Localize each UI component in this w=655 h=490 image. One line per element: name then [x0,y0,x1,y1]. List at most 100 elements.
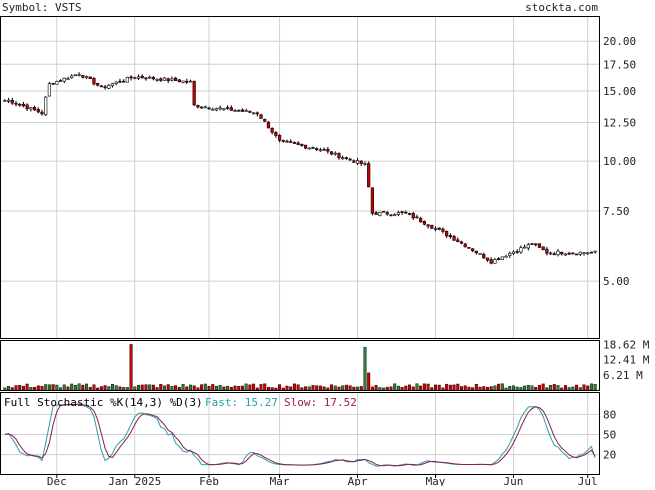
candle-body [162,77,167,81]
volume-bar [378,387,382,391]
volume-bar [452,384,456,391]
candle-body [456,239,460,243]
volume-bar [292,383,296,391]
candle-body [226,107,230,109]
volume-bar [396,385,400,391]
candle-body [237,109,241,112]
candle-body [545,248,549,254]
volume-bar [88,387,92,391]
candle-body [292,142,297,144]
site-watermark[interactable]: stockta.com [525,1,598,14]
candle-body [229,107,233,111]
candle-body [430,224,434,229]
candle-body [266,121,271,129]
volume-bar [430,387,434,391]
candle-body [523,246,527,249]
volume-bar [593,383,597,391]
volume-bar [482,386,486,391]
candle-body [567,252,571,255]
candle-body [578,251,582,255]
volume-bar [437,384,441,391]
candle-body [422,220,426,225]
candle-body [404,211,408,214]
volume-bar [534,387,538,391]
volume-bar [10,387,14,391]
volume-bar [382,387,386,391]
volume-bar [333,385,337,391]
volume-bar [270,387,274,391]
volume-bars [3,344,597,391]
volume-bar [192,385,196,391]
volume-bar [218,385,222,391]
volume-bar [166,384,170,391]
volume-bar [252,383,256,391]
candle-body [81,75,85,78]
volume-bar [207,386,211,391]
volume-bar [504,387,508,391]
candle-body [582,252,586,255]
candle-body [560,251,564,255]
candle-body [593,250,597,253]
candle-body [3,100,7,102]
candle-body [471,248,475,252]
volume-bar [62,384,66,391]
volume-bar [441,387,445,391]
candle-body [381,210,386,213]
stochastic-tick-label: 50 [603,429,616,442]
volume-bar [33,387,37,391]
candle-body [337,153,341,159]
volume-bar [266,387,270,391]
date-tick-label: Dec [47,475,67,486]
volume-bar [393,383,397,391]
candle-body [259,114,263,119]
candle-body [151,77,155,80]
candle-body [222,108,226,110]
candle-body [508,253,512,256]
volume-bar [415,383,419,391]
candle-body [244,110,248,112]
candle-body [586,252,590,255]
volume-bar [589,383,593,391]
volume-tick-label: 18.62 M [603,338,650,351]
stochastic-axis: 80 50 20 [603,408,616,461]
candle-body [240,109,245,112]
candle-body [318,149,323,152]
candle-body [552,253,556,256]
volume-bar [237,386,241,391]
volume-bar [44,384,48,391]
volume-bar [363,346,367,391]
volume-bar [489,386,493,391]
volume-bar [307,386,311,391]
volume-bar [233,385,237,391]
stochastic-tick-label: 80 [603,408,616,421]
candle-body [140,75,144,79]
candle-body [537,243,542,248]
volume-bar [408,384,412,391]
candle-body [170,78,174,81]
volume-bar [352,386,356,391]
candle-body [73,74,77,77]
candle-body [263,118,267,122]
candle-body [467,247,471,249]
volume-bar [103,385,107,391]
candle-body [103,86,107,89]
candle-body [118,80,122,83]
volume-bar [185,386,189,391]
candle-body [188,80,193,83]
volume-bar [389,386,393,391]
candle-body [519,247,523,253]
volume-bar [96,387,100,391]
volume-bar [326,387,330,391]
candle-body [419,218,423,223]
volume-bar [81,384,85,391]
volume-bar [21,385,25,391]
volume-bar [170,385,174,391]
volume-bar [582,384,586,391]
candle-body [148,76,152,79]
candle-body [70,75,74,79]
volume-bar [404,385,408,391]
volume-bar [500,383,504,391]
candle-body [44,96,48,116]
candle-body [47,83,52,97]
